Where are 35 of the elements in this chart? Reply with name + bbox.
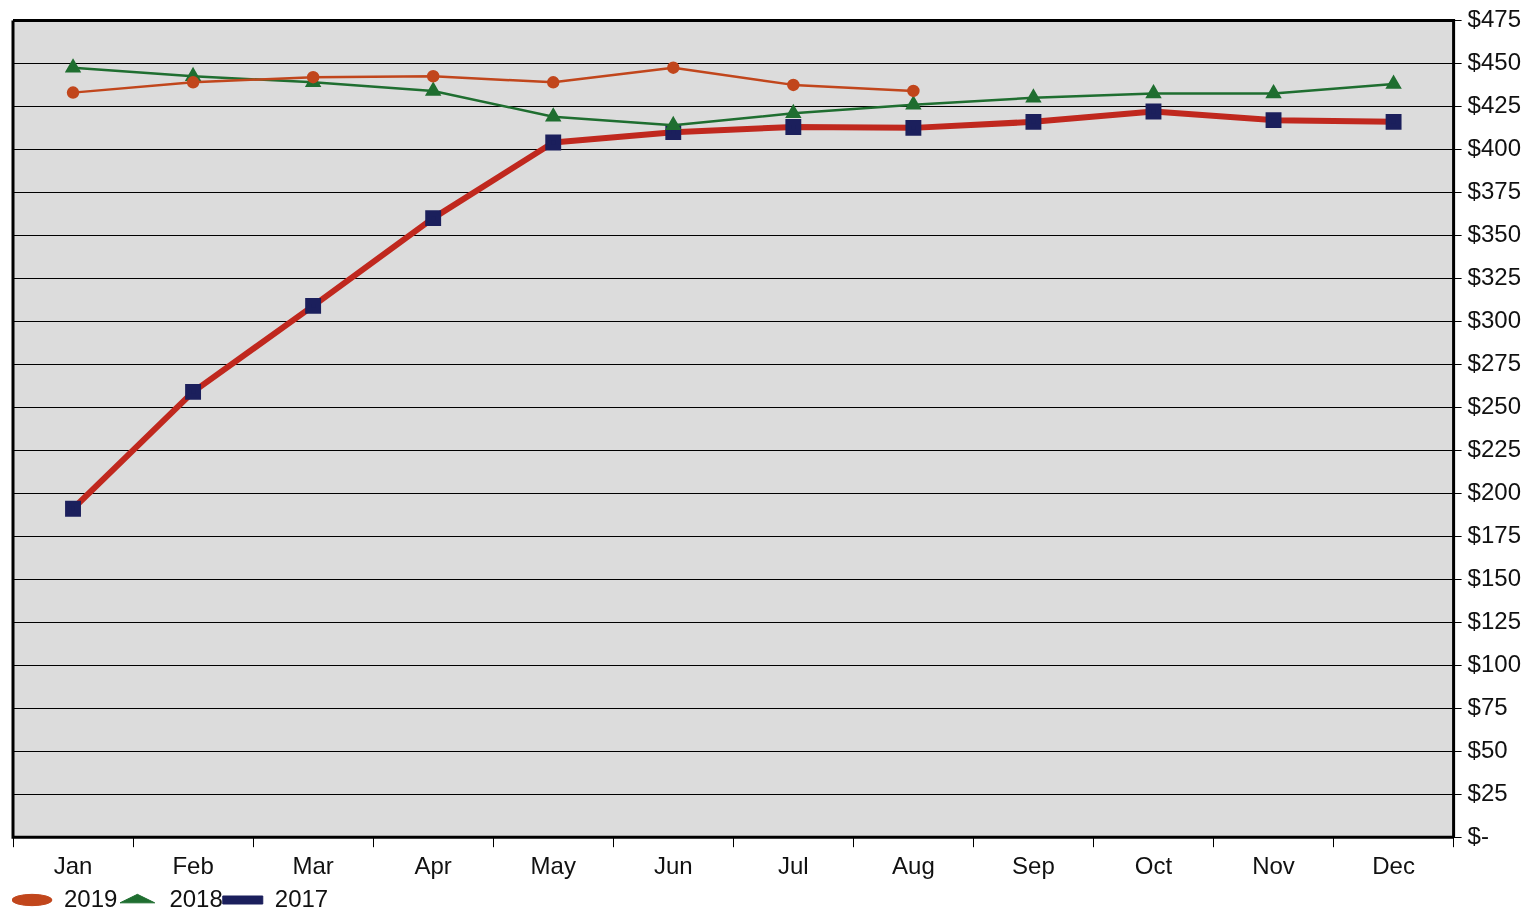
y-tick-label: $475	[1467, 5, 1521, 33]
y-tick-label: $425	[1467, 91, 1521, 118]
y-tick-label: $300	[1467, 305, 1521, 333]
y-tick-label: $275	[1467, 348, 1521, 376]
x-tick-label: Mar	[292, 852, 334, 880]
y-tick-label: $175	[1467, 520, 1521, 548]
y-tick-label: $375	[1467, 176, 1521, 204]
legend-label: 2018	[169, 884, 223, 912]
y-tick-label: $125	[1467, 606, 1521, 634]
x-tick-label: May	[530, 852, 576, 880]
y-tick-label: $50	[1467, 735, 1508, 763]
x-tick-label: Feb	[172, 852, 214, 880]
x-tick-label: Oct	[1134, 852, 1173, 880]
y-tick-label: $-	[1467, 821, 1489, 849]
y-tick-label: $225	[1467, 434, 1521, 462]
x-tick-label: Nov	[1252, 852, 1295, 880]
x-tick-label: Apr	[414, 852, 452, 880]
y-tick-label: $25	[1467, 778, 1508, 806]
x-tick-label: Sep	[1012, 852, 1055, 880]
y-tick-label: $75	[1467, 692, 1508, 720]
x-tick-label: Jun	[653, 852, 693, 880]
y-tick-label: $400	[1467, 133, 1521, 161]
legend-label: 2019	[64, 884, 118, 912]
x-tick-label: Jul	[777, 852, 809, 880]
y-tick-label: $150	[1467, 563, 1521, 591]
y-tick-label: $350	[1467, 219, 1521, 247]
x-tick-label: Aug	[892, 852, 935, 880]
y-tick-label: $100	[1467, 649, 1521, 677]
x-tick-label: Dec	[1372, 852, 1415, 880]
y-tick-label: $250	[1467, 391, 1521, 419]
y-tick-label: $200	[1467, 477, 1521, 505]
y-tick-label: $450	[1467, 48, 1521, 76]
x-tick-label: Jan	[53, 852, 93, 880]
y-tick-label: $325	[1467, 262, 1521, 290]
legend-label: 2017	[274, 884, 329, 912]
